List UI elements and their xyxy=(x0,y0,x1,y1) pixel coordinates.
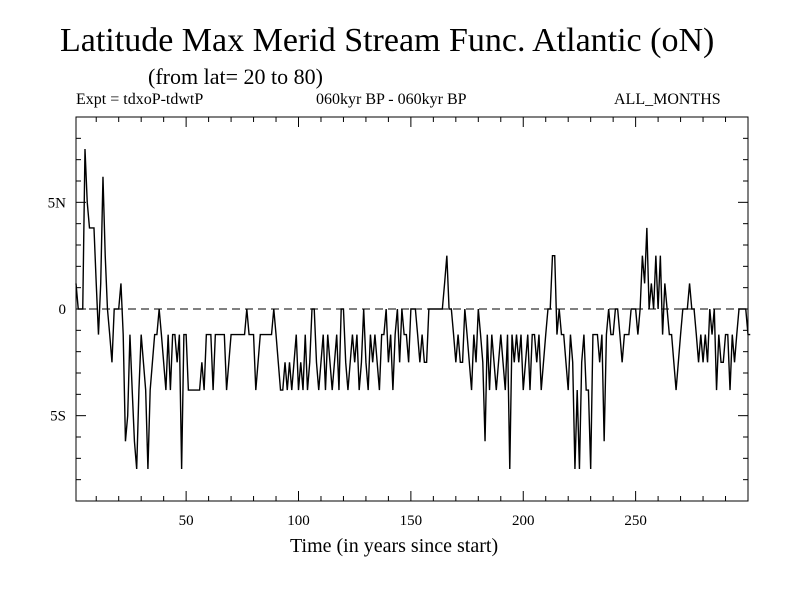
x-tick-label: 100 xyxy=(287,513,310,529)
x-axis-title: Time (in years since start) xyxy=(290,535,499,557)
series-line xyxy=(75,148,751,470)
x-tick-label: 200 xyxy=(512,513,535,529)
period-label: 060kyr BP - 060kyr BP xyxy=(316,91,467,108)
x-tick-label: 50 xyxy=(179,513,194,529)
plot-frame xyxy=(75,116,749,502)
experiment-label: Expt = tdxoP-tdwtP xyxy=(76,91,204,108)
y-tick-label: 5N xyxy=(48,195,67,211)
months-label: ALL_MONTHS xyxy=(614,91,721,108)
tick-marks xyxy=(76,117,748,501)
chart-title: Latitude Max Merid Stream Func. Atlantic… xyxy=(60,22,715,59)
y-tick-label: 5S xyxy=(50,409,66,425)
x-tick-label: 250 xyxy=(624,513,647,529)
tick-labels: 50 100 150 200 250 5N 0 5S xyxy=(48,195,647,529)
chart-subtitle: (from lat= 20 to 80) xyxy=(148,64,323,89)
y-tick-label: 0 xyxy=(59,302,67,318)
x-tick-label: 150 xyxy=(400,513,423,529)
